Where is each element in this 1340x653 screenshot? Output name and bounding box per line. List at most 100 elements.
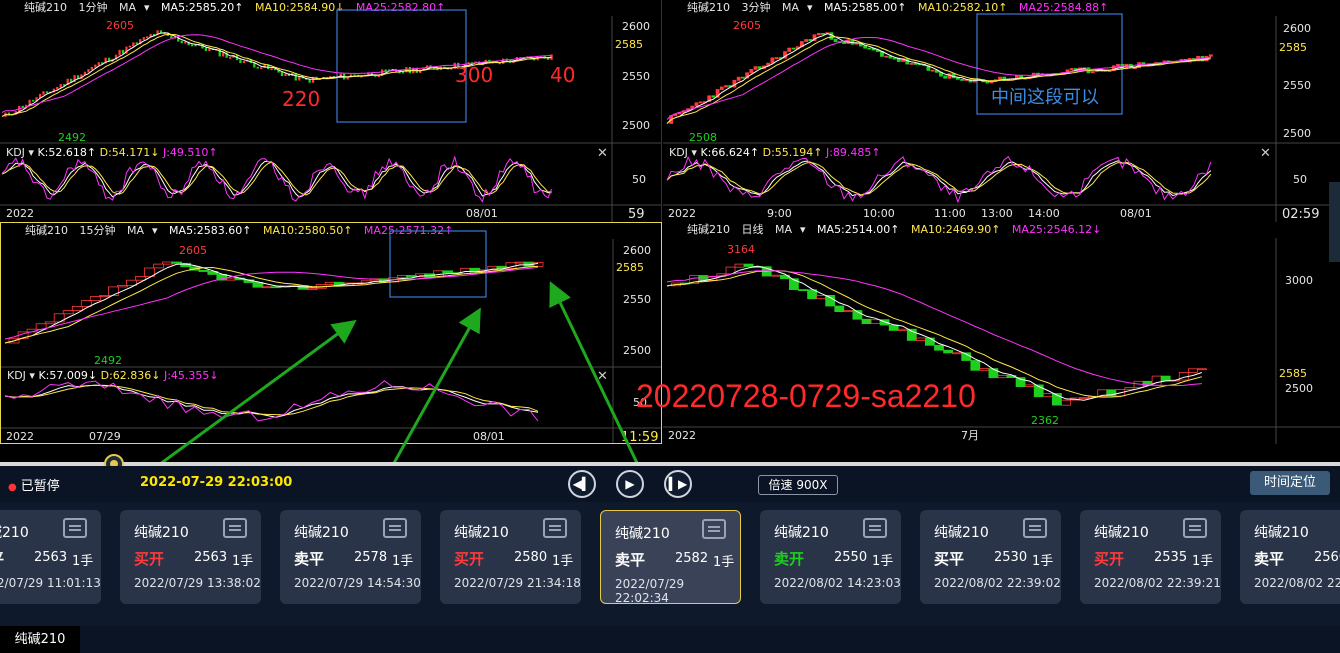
comment-icon[interactable] [702, 519, 726, 539]
trade-card[interactable]: 纯碱210 买开 2580 1手 2022/07/29 21:34:18 [440, 510, 581, 604]
series-line [666, 37, 1211, 120]
candle [1042, 393, 1053, 398]
trade-price: 2560 [1314, 550, 1340, 565]
candle [960, 79, 965, 81]
comment-icon[interactable] [223, 518, 247, 538]
candle [256, 66, 259, 69]
close-icon[interactable]: ✕ [597, 369, 608, 384]
candle [867, 47, 872, 50]
trade-history-strip: 纯碱210 卖平 2563 1手 2022/07/29 11:01:13 纯碱210 买开 2… [0, 502, 1340, 626]
candle [913, 63, 918, 65]
ma-selector[interactable]: MA [775, 223, 793, 236]
trade-lot: 1手 [1192, 554, 1214, 569]
chart-panel-3min[interactable]: 纯碱210 3分钟 MA ▾ MA5:2585.00↑ MA10:2582.10↑… [663, 0, 1340, 222]
candle [252, 282, 264, 288]
step-forward-button[interactable]: ▍▶ [664, 470, 692, 498]
trade-card[interactable]: 纯碱210 卖平 2563 1手 2022/07/29 11:01:13 [0, 510, 101, 604]
kdj-selector[interactable]: KDJ [6, 146, 25, 159]
chevron-down-icon[interactable]: ▾ [152, 224, 158, 237]
candle [1197, 368, 1207, 371]
candle [401, 71, 405, 74]
trade-card[interactable]: 纯碱210 卖平 2582 1手 2022/07/29 22:02:34 [600, 510, 741, 604]
chart-panel-daily[interactable]: 纯碱210 日线 MA ▾ MA5:2514.00↑ MA10:2469.90↑ … [663, 222, 1340, 444]
candle [807, 289, 818, 300]
replay-timeline[interactable] [0, 462, 1340, 466]
chart-panel-1min[interactable]: 纯碱210 1分钟 MA ▾ MA5:2585.20↑ MA10:2584.90↓… [0, 0, 662, 222]
ma25-value: MA25:2546.12↓ [1011, 223, 1102, 236]
chevron-down-icon[interactable]: ▾ [144, 1, 150, 14]
ma25-value: MA25:2582.80↑ [355, 1, 446, 14]
scroll-handle[interactable] [1329, 182, 1340, 262]
candle [187, 41, 190, 46]
y-tick-current: 2585 [616, 261, 644, 274]
kdj-selector[interactable]: KDJ [669, 146, 688, 159]
trade-time: 2022/08/02 22:39:02 [934, 576, 1061, 590]
ma-selector[interactable]: MA [119, 1, 137, 14]
trade-action: 卖开 [774, 550, 805, 568]
trade-symbol: 纯碱210 [294, 525, 349, 541]
trade-card[interactable]: 纯碱210 卖开 2550 1手 2022/08/02 14:23:03 [760, 510, 901, 604]
price-series [4, 261, 544, 344]
trade-card[interactable]: 纯碱210 卖平 2578 1手 2022/07/29 14:54:30 [280, 510, 421, 604]
candle [380, 69, 384, 77]
play-button[interactable]: ▶ [616, 470, 644, 498]
candle [311, 76, 315, 83]
speed-selector[interactable]: 倍速 900X [758, 475, 838, 495]
candle [870, 319, 881, 324]
candle [56, 86, 59, 90]
x-tick: 9:00 [767, 207, 792, 220]
kdj-selector[interactable]: KDJ [7, 369, 26, 382]
candlestick-chart: 2600 2585 2550 2500 50 2022 08/01 59 260… [0, 9, 661, 222]
candle [1060, 399, 1071, 406]
candle [924, 337, 935, 346]
symbol-label: 纯碱210 [687, 1, 730, 14]
series-line [666, 36, 1211, 124]
candle [101, 62, 104, 64]
candle [888, 324, 899, 331]
step-back-button[interactable]: ◀▍ [568, 470, 596, 498]
comment-icon[interactable] [543, 518, 567, 538]
candle [228, 57, 232, 59]
candle [99, 295, 110, 297]
candle [162, 261, 174, 265]
trade-card[interactable]: 纯碱210 买开 2535 1手 2022/08/02 22:39:21 [1080, 510, 1221, 604]
candle [812, 34, 817, 41]
tab-symbol[interactable]: 纯碱210 [0, 626, 80, 653]
x-tick: 2022 [6, 207, 34, 220]
candle [225, 277, 237, 281]
candle [1208, 54, 1213, 57]
candle [324, 281, 336, 285]
candle [104, 57, 107, 64]
comment-icon[interactable] [863, 518, 887, 538]
comment-icon[interactable] [1183, 518, 1207, 538]
ma-selector[interactable]: MA [127, 224, 145, 237]
trade-symbol: 纯碱210 [0, 525, 29, 541]
candle [63, 84, 66, 86]
chevron-down-icon[interactable]: ▾ [807, 1, 813, 14]
candle [816, 33, 821, 36]
comment-icon[interactable] [1023, 518, 1047, 538]
trade-time: 2022/07/29 14:54:30 [294, 576, 421, 590]
chevron-down-icon[interactable]: ▾ [800, 223, 806, 236]
candle [979, 368, 990, 371]
series-line [1, 161, 552, 196]
ma10-value: MA10:2582.10↑ [917, 1, 1008, 14]
candle [1024, 384, 1035, 387]
close-icon[interactable]: ✕ [597, 146, 608, 161]
ma-selector[interactable]: MA [782, 1, 800, 14]
comment-icon[interactable] [63, 518, 87, 538]
close-icon[interactable]: ✕ [1260, 146, 1271, 161]
trade-card[interactable]: 纯碱210卖平25601手2022/08/02 22:39:21 [1240, 510, 1340, 604]
comment-icon[interactable] [383, 518, 407, 538]
chart-panel-15min[interactable]: 纯碱210 15分钟 MA ▾ MA5:2583.60↑ MA10:2580.50… [0, 222, 662, 444]
trade-price: 2530 [994, 550, 1028, 565]
candle [743, 263, 754, 267]
period-label: 日线 [741, 223, 764, 236]
watermark-title: 20220728-0729-sa2210 [636, 378, 976, 414]
candle [715, 89, 720, 98]
time-locate-button[interactable]: 时间定位 [1250, 471, 1330, 495]
candle [62, 310, 74, 315]
trade-card[interactable]: 纯碱210 买开 2563 1手 2022/07/29 13:38:02 [120, 510, 261, 604]
x-tick: 13:00 [981, 207, 1013, 220]
trade-card[interactable]: 纯碱210 买平 2530 1手 2022/08/02 22:39:02 [920, 510, 1061, 604]
